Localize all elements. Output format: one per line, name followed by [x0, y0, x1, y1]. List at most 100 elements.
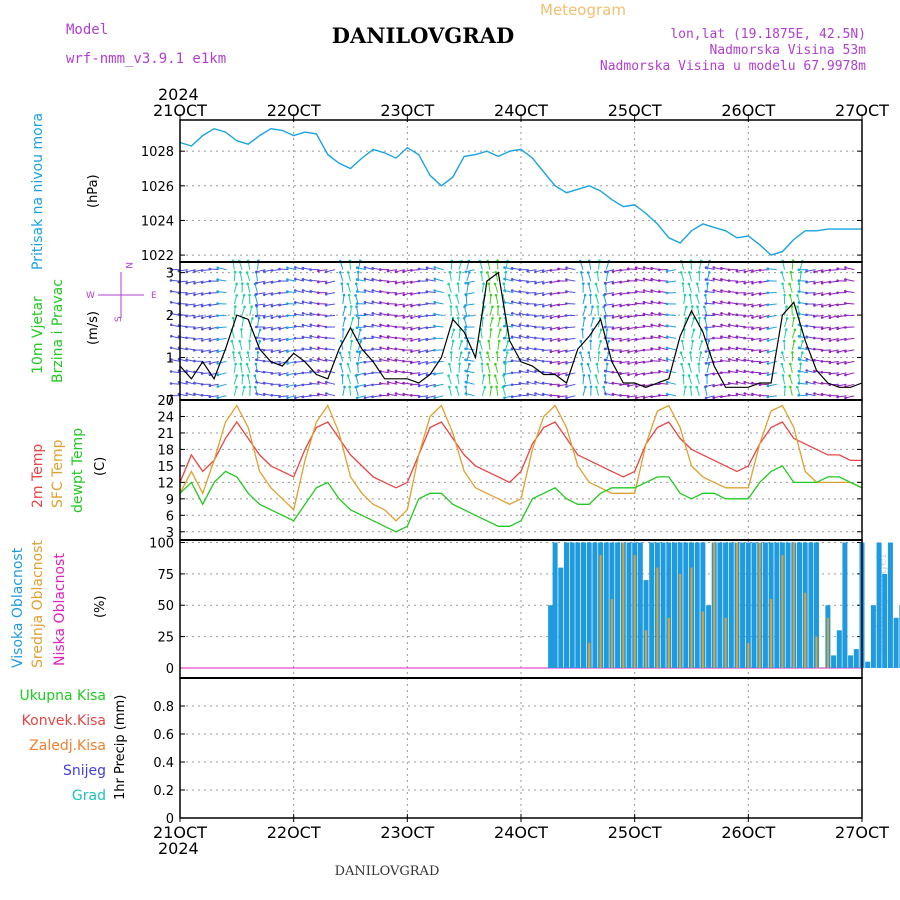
wind-arrow-head: [464, 385, 468, 389]
x-tick-label: 26OCT: [721, 101, 775, 120]
wind-arrow-head: [363, 373, 367, 376]
wind-arrow: [845, 383, 855, 387]
wind-arrow: [257, 329, 261, 339]
wind-arrow-head: [603, 325, 607, 329]
high-cloud-bar: [723, 542, 729, 668]
wind-arrow-head: [301, 395, 305, 399]
wind-arrow: [651, 324, 661, 328]
mid-cloud-bar: [701, 611, 704, 668]
wind-arrow: [256, 303, 266, 306]
wind-arrow-head: [691, 305, 694, 308]
wind-arrow: [194, 326, 204, 329]
wind-arrow: [458, 363, 461, 373]
wind-arrow-head: [557, 267, 560, 271]
wind-arrow: [232, 352, 235, 362]
wind-arrow-head: [491, 317, 494, 320]
wind-arrow-head: [216, 338, 219, 342]
wind-arrow-head: [256, 351, 260, 354]
wind-arrow-head: [355, 314, 359, 317]
wind-arrow: [736, 370, 746, 374]
wind-arrow-head: [743, 304, 746, 307]
wind-arrow-head: [371, 323, 375, 327]
wind-arrow: [696, 375, 700, 385]
wind-arrow: [403, 303, 413, 307]
wind-arrow-head: [836, 350, 840, 354]
model-altitude-text: Nadmorska Visina u modelu 67.9978m: [600, 59, 866, 74]
y-tick-label: 3: [166, 267, 174, 282]
wind-arrow-head: [844, 278, 847, 281]
wind-arrow-head: [387, 369, 390, 372]
wind-arrow: [704, 318, 708, 328]
wind-arrow-head: [386, 269, 390, 273]
wind-arrow-head: [464, 358, 467, 362]
wind-arrow-head: [704, 326, 708, 329]
wind-arrow: [342, 386, 345, 396]
compass-n: N: [123, 262, 133, 269]
wind-arrow-head: [720, 383, 723, 387]
wind-arrow-head: [650, 371, 653, 375]
wind-arrow: [752, 337, 762, 341]
wind-arrow-head: [338, 351, 342, 355]
wind-arrow-head: [355, 290, 359, 293]
y-tick-labels: 1022102410261028012336912151821242702550…: [141, 145, 174, 827]
wind-arrow: [789, 363, 793, 373]
wind-arrow-head: [759, 339, 762, 342]
wind-arrow: [339, 352, 344, 362]
high-cloud-bar: [548, 605, 554, 668]
wind-arrow-head: [650, 267, 653, 270]
wind-arrow-head: [510, 383, 514, 387]
wind-arrow-head: [565, 302, 568, 305]
wind-arrow: [628, 360, 638, 364]
wind-arrow-head: [293, 324, 297, 328]
wind-arrow-head: [766, 279, 770, 283]
wind-arrow: [789, 283, 793, 293]
wind-arrow-head: [781, 374, 785, 377]
wind-arrow-head: [502, 282, 506, 286]
wind-arrow-head: [665, 392, 669, 396]
wind-arrow-head: [248, 339, 251, 343]
wind-arrow-head: [565, 314, 568, 317]
wind-arrow-head: [557, 315, 560, 319]
wind-label-1: 10m Vjetar: [30, 296, 46, 374]
wind-arrow: [752, 349, 762, 351]
wind-arrow-head: [820, 360, 824, 363]
wind-arrow: [456, 295, 460, 305]
wind-arrow-head: [433, 348, 436, 352]
y-tick-label: 0.6: [153, 728, 174, 743]
wind-arrow: [705, 267, 715, 271]
wind-arrow: [347, 364, 351, 373]
wind-arrow-head: [557, 384, 560, 388]
wind-arrow: [579, 352, 584, 362]
wind-arrow-head: [246, 351, 250, 354]
wind-arrow-head: [586, 271, 590, 274]
wind-arrow-head: [503, 289, 506, 292]
wind-arrow-head: [510, 278, 514, 281]
wind-arrow: [326, 269, 336, 273]
wind-arrow: [603, 306, 607, 316]
meteogram-heading: Meteogram: [540, 1, 626, 19]
wind-arrow-head: [394, 369, 398, 373]
wind-arrow-head: [743, 281, 746, 285]
wind-arrow-head: [549, 339, 553, 342]
wind-arrow-head: [402, 327, 405, 330]
wind-arrow-head: [504, 270, 508, 274]
wind-arrow-head: [526, 357, 530, 361]
wind-arrow-head: [735, 324, 739, 328]
wind-arrow-head: [766, 395, 770, 399]
wind-arrow-head: [238, 339, 241, 343]
wind-arrow-head: [456, 374, 459, 377]
wind-arrow: [489, 306, 493, 316]
wind-arrow-head: [602, 385, 605, 389]
wind-arrow-head: [526, 369, 530, 372]
wind-arrow: [448, 363, 452, 373]
wind-arrow: [651, 336, 661, 339]
wind-arrow: [767, 395, 777, 398]
wind-arrow: [691, 318, 695, 328]
wind-arrow-head: [433, 336, 436, 340]
wind-arrow-head: [402, 338, 405, 341]
wind-arrow: [519, 370, 529, 374]
wind-arrow-head: [565, 266, 568, 270]
wind-arrow: [488, 375, 491, 385]
wind-arrow: [434, 266, 444, 271]
wind-arrow-head: [309, 370, 312, 373]
